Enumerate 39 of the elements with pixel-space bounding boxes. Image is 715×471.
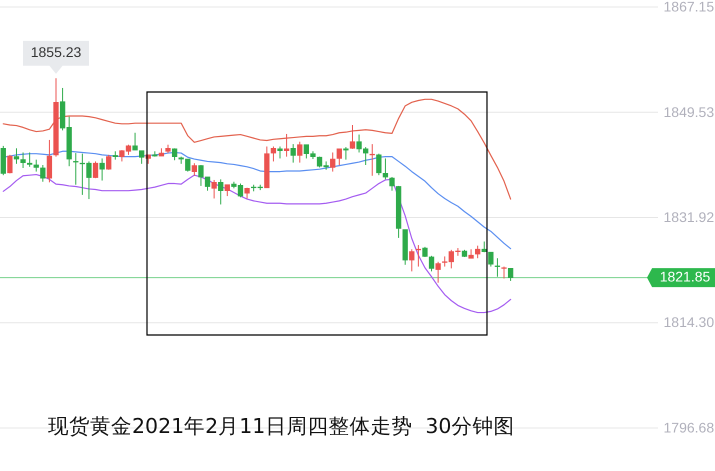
candlestick <box>132 132 138 151</box>
candlestick <box>99 158 105 182</box>
candlestick <box>350 124 356 150</box>
candlestick <box>106 154 112 170</box>
candlestick <box>376 153 382 176</box>
candlestick <box>277 146 283 159</box>
y-tick-label: 1814.30 <box>664 314 714 330</box>
candlestick <box>270 146 276 162</box>
candlestick <box>475 245 480 259</box>
candlestick <box>218 178 224 205</box>
candlestick <box>435 261 441 284</box>
candlestick <box>343 146 349 160</box>
candlestick <box>284 133 290 158</box>
candlestick <box>290 144 296 164</box>
candlestick <box>494 258 500 278</box>
candlestick <box>382 158 388 180</box>
annotation: 1855.23 <box>30 44 82 60</box>
candlestick <box>192 162 198 176</box>
candlestick <box>211 179 217 199</box>
candlestick <box>488 252 494 268</box>
candlestick <box>297 141 302 164</box>
candlestick <box>92 160 98 179</box>
y-tick-label: 1867.15 <box>664 0 714 14</box>
line-series <box>2 98 512 200</box>
candlestick <box>508 268 514 282</box>
y-tick-label: 1831.92 <box>664 208 714 225</box>
y-tick-label: 1849.53 <box>664 104 714 120</box>
candlestick <box>244 187 250 199</box>
candlestick <box>73 152 78 186</box>
y-tick-label: 1796.68 <box>664 420 714 436</box>
candlestick <box>138 150 144 164</box>
candlestick <box>224 184 230 197</box>
text: 现货黄金2021年2月11日周四整体走势 30分钟图 <box>48 414 514 438</box>
candlestick <box>14 148 20 164</box>
candlestick <box>46 139 52 183</box>
candlestick <box>7 154 13 174</box>
ref-line-label: 1821.85 <box>660 268 711 285</box>
candlestick <box>409 248 414 272</box>
candlestick <box>20 152 26 169</box>
